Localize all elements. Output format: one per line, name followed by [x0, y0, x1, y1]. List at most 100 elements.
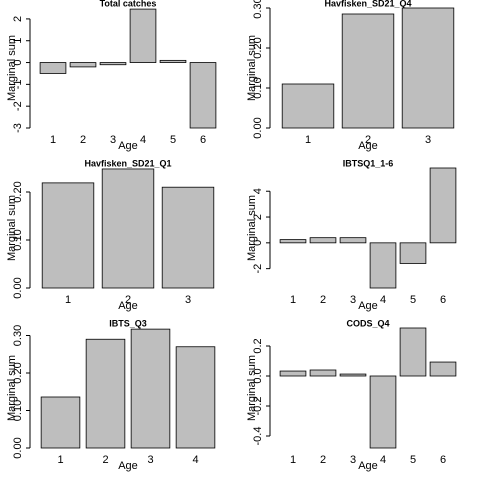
bar [401, 7, 455, 129]
x-tick-label: 5 [410, 294, 416, 306]
x-tick-label: 3 [350, 454, 356, 466]
x-tick-label: 5 [410, 454, 416, 466]
x-tick-label: 3 [425, 134, 431, 146]
y-tick-label: 0 [252, 240, 264, 246]
x-tick-label: 5 [170, 134, 176, 146]
y-tick-label: 0.00 [252, 117, 264, 138]
y-tick-label: 2 [12, 16, 24, 22]
x-axis-label: Age [358, 300, 378, 312]
x-tick-label: 1 [65, 294, 71, 306]
bar [39, 62, 67, 74]
bar [429, 361, 457, 377]
bar [341, 13, 395, 129]
y-tick-label: 2 [252, 214, 264, 220]
bar [399, 242, 427, 264]
y-axis-label: Marginal sum [6, 355, 18, 421]
y-tick-label: 0.20 [252, 37, 264, 58]
x-tick-label: 4 [380, 294, 386, 306]
bar [309, 369, 337, 377]
y-axis-label: Marginal sum [246, 35, 258, 101]
bar [69, 62, 97, 68]
x-tick-label: 3 [185, 294, 191, 306]
panel: CODS_Q4 Age Marginal sum -0.4 -0.2 0.0 0.2 1 2 3 4… [246, 318, 457, 472]
bar [159, 59, 187, 63]
x-tick-label: 6 [200, 134, 206, 146]
y-axis-label: Marginal sum [6, 35, 18, 101]
bar [129, 8, 157, 63]
bar [369, 242, 397, 289]
y-tick-label: 0.2 [252, 338, 264, 353]
y-tick-label: 0.10 [252, 77, 264, 98]
x-tick-label: 6 [440, 294, 446, 306]
bar [41, 182, 95, 289]
x-tick-label: 2 [365, 134, 371, 146]
x-tick-label: 2 [320, 454, 326, 466]
bar [85, 338, 126, 449]
x-tick-label: 1 [57, 454, 63, 466]
bar [281, 83, 335, 129]
x-tick-label: 1 [290, 454, 296, 466]
y-tick-label: -0.2 [252, 397, 264, 416]
y-tick-label: 0.00 [12, 437, 24, 458]
bar [101, 168, 155, 289]
y-tick-label: 0 [12, 59, 24, 65]
y-tick-label: -2 [12, 101, 24, 111]
bar [175, 346, 216, 449]
x-tick-label: 1 [50, 134, 56, 146]
bar [99, 62, 127, 66]
bar [161, 186, 215, 289]
y-tick-label: -1 [12, 79, 24, 89]
bar [40, 396, 81, 449]
y-tick-label: 0.30 [12, 325, 24, 346]
x-tick-label: 3 [147, 454, 153, 466]
panel: Total catches Age Marginal sum -3 -2 -1 0 1 2 1 2 3… [6, 0, 217, 152]
x-tick-label: 3 [110, 134, 116, 146]
x-tick-label: 2 [102, 454, 108, 466]
y-tick-label: -2 [252, 264, 264, 274]
x-tick-label: 2 [125, 294, 131, 306]
x-tick-label: 3 [350, 294, 356, 306]
panel: IBTS_Q3 Age Marginal sum 0.00 0.10 0.20 0.30 1 2… [6, 318, 216, 472]
bar [309, 237, 337, 244]
x-tick-label: 4 [380, 454, 386, 466]
x-tick-label: 1 [290, 294, 296, 306]
x-tick-label: 1 [305, 134, 311, 146]
bar [339, 237, 367, 244]
bar [429, 167, 457, 244]
y-tick-label: 0.00 [12, 277, 24, 298]
x-tick-label: 6 [440, 454, 446, 466]
x-axis-label: Age [118, 140, 138, 152]
x-tick-label: 2 [80, 134, 86, 146]
y-tick-label: -0.4 [252, 427, 264, 446]
y-tick-label: 4 [252, 188, 264, 194]
bar [279, 239, 307, 244]
y-tick-label: 0.20 [12, 362, 24, 383]
bar [399, 327, 427, 377]
y-tick-label: 0.30 [252, 0, 264, 19]
panel-title: CODS_Q4 [346, 318, 389, 328]
x-axis-label: Age [118, 460, 138, 472]
x-axis-label: Age [358, 460, 378, 472]
panel-title: Total catches [100, 0, 157, 8]
panel-title: Havfisken_SD21_Q1 [84, 158, 171, 168]
panel-title: Havfisken_SD21_Q4 [324, 0, 411, 8]
x-axis-label: Age [358, 140, 378, 152]
panel-title: IBTS_Q3 [109, 318, 147, 328]
bar [369, 375, 397, 449]
panel: IBTSQ1_1-6 Age Marginal sum -2 0 2 4 1 2 3 4 5 6 [246, 158, 457, 312]
y-tick-label: 0.10 [12, 400, 24, 421]
y-axis-label: Marginal sum [246, 195, 258, 261]
bar [279, 370, 307, 377]
panel: Havfisken_SD21_Q1 Age Marginal sum 0.00 0.10… [6, 158, 215, 312]
y-tick-label: 0.20 [12, 181, 24, 202]
bar [189, 62, 217, 129]
y-tick-label: -3 [12, 123, 24, 133]
y-axis-label: Marginal sum [6, 195, 18, 261]
panel: Havfisken_SD21_Q4 Age Marginal sum 0.00 0.10… [246, 0, 455, 152]
y-axis-label: Marginal sum [246, 355, 258, 421]
bar [130, 328, 171, 449]
panel-title: IBTSQ1_1-6 [343, 158, 394, 168]
bar [339, 373, 367, 377]
y-tick-label: 1 [12, 38, 24, 44]
